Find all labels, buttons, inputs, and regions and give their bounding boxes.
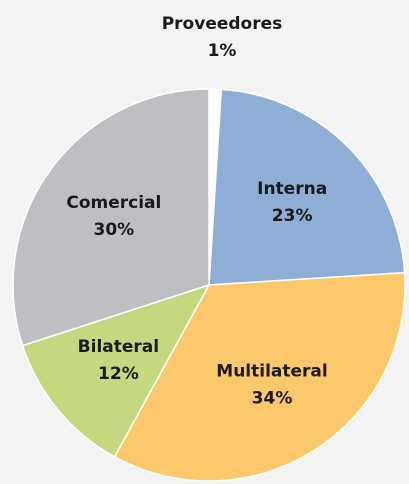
slice-value-label: 12% [98, 364, 139, 384]
slice-value-label: 23% [272, 206, 313, 226]
slice-value-label: 34% [252, 388, 293, 408]
slice-label: Multilateral [216, 361, 327, 381]
pie-slice [12, 88, 210, 347]
slice-label: Interna [257, 179, 327, 199]
slice-label: Proveedores [162, 14, 283, 34]
slice-label: Bilateral [78, 337, 159, 357]
slice-value-label: 1% [208, 41, 237, 61]
pie-slice [208, 88, 406, 286]
slice-value-label: 30% [94, 220, 135, 240]
pie-slice [21, 283, 211, 458]
slice-label: Comercial [66, 193, 161, 213]
